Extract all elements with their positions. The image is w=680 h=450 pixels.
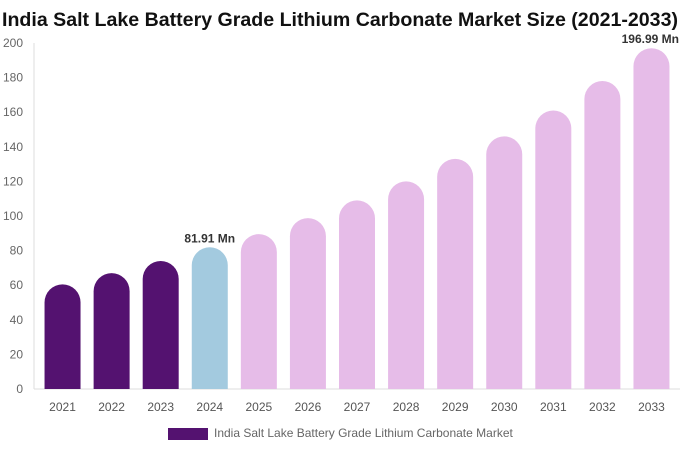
y-tick-label: 40: [10, 313, 24, 327]
x-tick-label: 2027: [344, 400, 371, 414]
data-label: 81.91 Mn: [184, 231, 235, 245]
y-tick-label: 200: [3, 36, 23, 50]
y-tick-label: 60: [10, 278, 24, 292]
chart-title: India Salt Lake Battery Grade Lithium Ca…: [2, 9, 678, 31]
y-tick-label: 80: [10, 244, 24, 258]
y-tick-label: 120: [3, 174, 23, 188]
bar-2021: [44, 284, 81, 389]
bar-2023: [142, 260, 179, 389]
bar-2026: [289, 218, 326, 389]
x-tick-label: 2030: [491, 400, 518, 414]
bar-2027: [339, 200, 375, 389]
x-tick-label: 2026: [295, 400, 322, 414]
x-tick-label: 2029: [442, 400, 469, 414]
y-tick-label: 20: [10, 347, 24, 361]
bar-2028: [388, 181, 425, 389]
x-tick-label: 2021: [49, 400, 76, 414]
x-tick-label: 2024: [196, 400, 223, 414]
bar-2032: [584, 81, 621, 389]
x-tick-label: 2031: [540, 400, 567, 414]
legend-label: India Salt Lake Battery Grade Lithium Ca…: [214, 426, 513, 440]
x-tick-label: 2025: [245, 400, 272, 414]
bar-2024: [191, 247, 228, 389]
bar-2033: [633, 48, 670, 389]
y-tick-label: 140: [3, 140, 23, 154]
y-tick-label: 160: [3, 105, 23, 119]
y-tick-label: 0: [16, 382, 23, 396]
bar-2031: [535, 110, 572, 389]
bar-2029: [437, 158, 474, 389]
data-label: 196.99 Mn: [622, 32, 679, 46]
x-tick-label: 2022: [98, 400, 125, 414]
x-tick-label: 2023: [147, 400, 174, 414]
legend-swatch: [168, 428, 208, 440]
x-tick-label: 2028: [393, 400, 420, 414]
x-tick-label: 2033: [638, 400, 665, 414]
bar-2030: [486, 136, 523, 389]
y-tick-label: 180: [3, 71, 23, 85]
y-tick-label: 100: [3, 209, 23, 223]
bar-2022: [93, 273, 130, 389]
bar-2025: [240, 234, 277, 389]
x-tick-label: 2032: [589, 400, 616, 414]
